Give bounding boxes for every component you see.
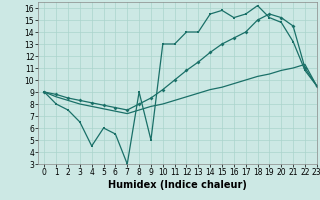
X-axis label: Humidex (Indice chaleur): Humidex (Indice chaleur) <box>108 180 247 190</box>
